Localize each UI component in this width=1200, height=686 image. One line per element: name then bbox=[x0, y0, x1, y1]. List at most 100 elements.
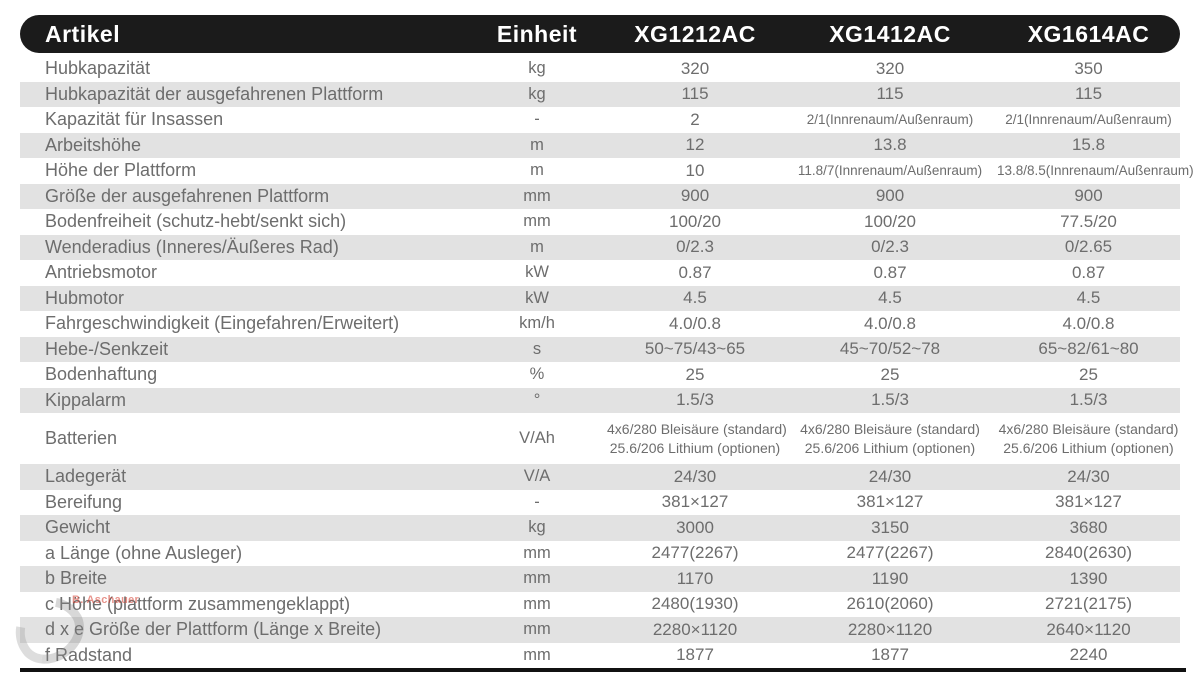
value-xg1614ac: 2/1(Innrenaum/Außenraum) bbox=[1005, 112, 1172, 128]
value-line: 4x6/280 Bleisäure (standard) bbox=[800, 420, 980, 437]
table-row: Kapazität für Insassen - 2 2/1(Innrenaum/Au… bbox=[20, 107, 1180, 133]
value-xg1212ac: 1877 bbox=[676, 645, 714, 665]
value-xg1614ac: 2840(2630) bbox=[1045, 543, 1132, 563]
value-xg1614ac: 25 bbox=[1079, 364, 1098, 384]
row-unit: mm bbox=[523, 543, 551, 562]
row-label: Ladegerät bbox=[45, 466, 127, 487]
value-xg1614ac: 350 bbox=[1074, 58, 1103, 78]
value-xg1212ac: 24/30 bbox=[673, 466, 717, 486]
value-xg1412ac: 2/1(Innrenaum/Außenraum) bbox=[806, 112, 974, 128]
value-xg1412ac: 13.8 bbox=[873, 135, 907, 155]
bottom-rule bbox=[20, 668, 1186, 672]
value-xg1614ac: 15.8 bbox=[1071, 135, 1106, 155]
value-xg1212ac: 2477(2267) bbox=[651, 543, 739, 563]
value-xg1212ac: 100/20 bbox=[669, 211, 721, 231]
value-xg1412ac: 4.0/0.8 bbox=[864, 313, 916, 333]
value-xg1614ac: 1.5/3 bbox=[1069, 390, 1108, 410]
value-xg1212ac: 0/2.3 bbox=[676, 237, 714, 257]
row-unit: mm bbox=[523, 569, 551, 588]
value-xg1412ac: 2280×1120 bbox=[847, 619, 933, 639]
header-einheit: Einheit bbox=[496, 20, 578, 47]
table-row: d x e Größe der Plattform (Länge x Breit… bbox=[20, 617, 1180, 643]
value-xg1614ac: 2240 bbox=[1069, 645, 1108, 665]
value-xg1412ac: 2477(2267) bbox=[846, 543, 934, 563]
value-line: 4x6/280 Bleisäure (standard) bbox=[998, 420, 1179, 437]
row-label: Kippalarm bbox=[45, 389, 127, 410]
value-xg1212ac: 900 bbox=[680, 186, 710, 206]
table-row: Größe der ausgefahrenen Plattform mm 900 90… bbox=[20, 183, 1180, 209]
value-xg1412ac: 100/20 bbox=[864, 211, 916, 231]
row-unit: mm bbox=[523, 594, 551, 613]
value-xg1412ac: 25 bbox=[880, 364, 900, 384]
value-xg1614ac: 65~82/61~80 bbox=[1038, 339, 1139, 359]
table-row: Bodenfreiheit (schutz-hebt/senkt sich) mm… bbox=[20, 209, 1180, 235]
value-line: 25.6/206 Lithium (optionen) bbox=[1003, 439, 1174, 456]
value-xg1412ac: 0/2.3 bbox=[871, 237, 909, 257]
value-xg1614ac: 3680 bbox=[1069, 517, 1108, 537]
row-unit: V/Ah bbox=[519, 429, 555, 447]
value-xg1212ac: 10 bbox=[685, 160, 705, 180]
row-label: d x e Größe der Plattform (Länge x Breit… bbox=[45, 619, 382, 640]
row-unit: m bbox=[530, 135, 544, 154]
value-xg1614ac: 381×127 bbox=[1055, 492, 1122, 512]
row-unit: kg bbox=[528, 59, 546, 78]
table-row: Höhe der Plattform m 10 11.8/7(Innrenaum/Au… bbox=[20, 158, 1194, 184]
row-label: Bereifung bbox=[45, 491, 123, 512]
table-row: f Radstand mm 1877 1877 2240 bbox=[20, 643, 1180, 669]
row-unit: mm bbox=[523, 212, 551, 231]
table-row: Ladegerät V/A 24/30 24/30 24/30 bbox=[20, 464, 1180, 490]
table-row: b Breite mm 1170 1190 1390 bbox=[20, 566, 1180, 592]
row-label: Bodenfreiheit (schutz-hebt/senkt sich) bbox=[45, 211, 347, 232]
value-xg1412ac: 4x6/280 Bleisäure (standard) 25.6/206 Lit… bbox=[783, 420, 997, 458]
value-xg1212ac: 25 bbox=[685, 364, 705, 384]
table-row: Fahrgeschwindigkeit (Eingefahren/Erweite… bbox=[20, 311, 1180, 337]
row-unit: kW bbox=[525, 288, 549, 307]
header-model-xg1412ac: XG1412AC bbox=[829, 20, 951, 47]
row-unit: - bbox=[534, 110, 540, 129]
value-line: 4x6/280 Bleisäure (standard) bbox=[607, 420, 787, 437]
row-label: Arbeitshöhe bbox=[45, 134, 142, 155]
value-xg1412ac: 320 bbox=[875, 58, 905, 78]
row-label: Wenderadius (Inneres/Äußeres Rad) bbox=[45, 236, 339, 257]
value-xg1212ac: 50~75/43~65 bbox=[644, 339, 746, 359]
value-xg1614ac: 0.87 bbox=[1071, 262, 1106, 282]
row-unit: mm bbox=[523, 645, 551, 664]
row-label: Fahrgeschwindigkeit (Eingefahren/Erweite… bbox=[45, 313, 400, 334]
header-model-xg1212ac: XG1212AC bbox=[634, 20, 756, 47]
row-unit: m bbox=[530, 161, 544, 180]
row-label: Antriebsmotor bbox=[45, 262, 158, 283]
value-xg1212ac: 2480(1930) bbox=[651, 594, 739, 614]
row-unit: s bbox=[532, 339, 542, 358]
value-xg1212ac: 0.87 bbox=[678, 262, 712, 282]
table-row: Arbeitshöhe m 12 13.8 15.8 bbox=[20, 132, 1180, 158]
row-label: Batterien bbox=[45, 428, 118, 448]
value-xg1212ac: 2280×1120 bbox=[652, 619, 738, 639]
row-unit: kg bbox=[528, 84, 546, 103]
value-xg1212ac: 4x6/280 Bleisäure (standard) 25.6/206 Lit… bbox=[607, 420, 787, 458]
value-xg1412ac: 11.8/7(Innrenaum/Außenraum) bbox=[797, 163, 983, 179]
table-row: Antriebsmotor kW 0.87 0.87 0.87 bbox=[20, 260, 1180, 286]
value-xg1614ac: 4.0/0.8 bbox=[1062, 313, 1115, 333]
row-unit: m bbox=[530, 237, 544, 256]
value-xg1412ac: 381×127 bbox=[856, 492, 924, 512]
value-xg1212ac: 115 bbox=[681, 84, 709, 104]
row-label: Bodenhaftung bbox=[45, 364, 158, 385]
row-label: Hubmotor bbox=[45, 287, 125, 308]
row-unit: ° bbox=[533, 390, 541, 409]
row-label: Höhe der Plattform bbox=[45, 160, 197, 181]
value-xg1614ac: 1390 bbox=[1069, 568, 1108, 588]
value-xg1412ac: 1877 bbox=[871, 645, 909, 665]
value-xg1212ac: 381×127 bbox=[661, 492, 729, 512]
value-line: 25.6/206 Lithium (optionen) bbox=[804, 439, 976, 456]
table-row: a Länge (ohne Ausleger) mm 2477(2267) 2477(… bbox=[20, 541, 1180, 567]
value-xg1212ac: 1170 bbox=[676, 568, 714, 588]
value-xg1412ac: 2610(2060) bbox=[846, 594, 934, 614]
row-label: f Radstand bbox=[45, 644, 133, 665]
header-artikel: Artikel bbox=[45, 20, 121, 47]
value-xg1412ac: 24/30 bbox=[868, 466, 912, 486]
row-unit: V/A bbox=[523, 467, 551, 486]
value-xg1614ac: 2640×1120 bbox=[1046, 619, 1131, 639]
row-unit: % bbox=[529, 365, 545, 384]
row-label: Gewicht bbox=[45, 517, 111, 538]
